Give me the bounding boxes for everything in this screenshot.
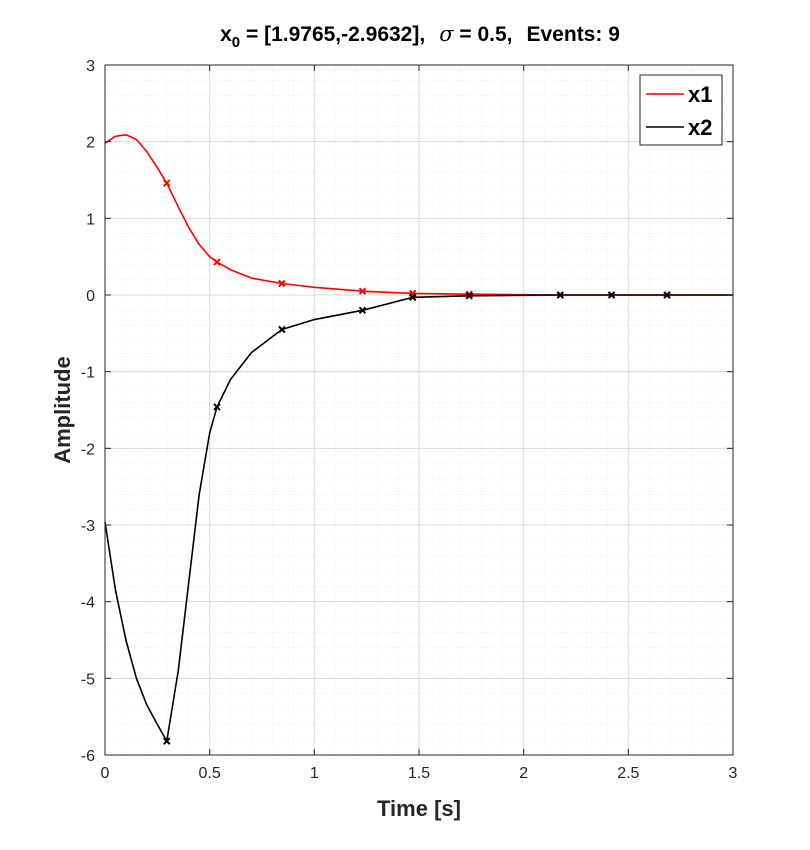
event-marker-x1 bbox=[213, 258, 221, 266]
event-marker-x2 bbox=[465, 292, 473, 300]
title-sigma-symbol: σ bbox=[439, 22, 454, 46]
event-marker-x2 bbox=[163, 737, 171, 745]
title-events: Events: 9 bbox=[527, 23, 620, 46]
x-tick-label: 3 bbox=[729, 765, 738, 782]
event-marker-x2 bbox=[556, 291, 565, 299]
event-marker-x2 bbox=[663, 291, 671, 299]
y-tick-label: -4 bbox=[81, 595, 95, 612]
event-marker-x1 bbox=[163, 179, 171, 187]
legend-box bbox=[639, 74, 723, 146]
y-tick-label: -1 bbox=[81, 365, 95, 382]
x-tick-label: 2.5 bbox=[617, 765, 639, 782]
y-axis: -6 -5 -4 -3 -2 -1 0 1 2 3 bbox=[81, 58, 733, 765]
y-tick-label: 1 bbox=[86, 211, 95, 228]
event-marker-x2 bbox=[358, 306, 367, 315]
title-sigma-value: = 0.5, bbox=[454, 23, 513, 46]
title-vector: = [1.9765,-2.9632], bbox=[240, 23, 425, 46]
y-axis-label: Amplitude bbox=[50, 356, 75, 464]
y-tick-label: 0 bbox=[86, 288, 95, 305]
y-tick-label: -6 bbox=[81, 748, 95, 765]
y-tick-label: -3 bbox=[81, 518, 95, 535]
legend: x1 x2 bbox=[639, 74, 723, 146]
y-tick-label: 3 bbox=[86, 58, 95, 75]
x-axis: 0 0.5 1 1.5 2 2.5 3 bbox=[101, 65, 738, 782]
legend-label-x1: x1 bbox=[688, 82, 712, 107]
chart-title: x0 = [1.9765,-2.9632], σ = 0.5, Events: 9 bbox=[220, 22, 620, 51]
title-subscript: 0 bbox=[232, 34, 240, 51]
y-tick-label: -2 bbox=[81, 441, 95, 458]
x-tick-label: 2 bbox=[519, 765, 528, 782]
event-marker-x1 bbox=[358, 287, 367, 295]
event-marker-x2 bbox=[213, 403, 221, 411]
y-tick-label: 2 bbox=[86, 135, 95, 152]
event-marker-x1 bbox=[278, 279, 286, 288]
x-axis-label: Time [s] bbox=[377, 796, 461, 821]
x-tick-label: 1 bbox=[310, 765, 319, 782]
legend-label-x2: x2 bbox=[688, 115, 712, 140]
event-marker-x2 bbox=[278, 325, 286, 334]
event-marker-x2 bbox=[409, 293, 417, 302]
x-tick-label: 0 bbox=[101, 765, 110, 782]
x-tick-label: 0.5 bbox=[199, 765, 221, 782]
x-tick-label: 1.5 bbox=[408, 765, 430, 782]
event-marker-x2 bbox=[607, 291, 616, 299]
title-prefix: x bbox=[220, 23, 232, 46]
event-marker-x1 bbox=[465, 290, 473, 298]
y-tick-label: -5 bbox=[81, 671, 95, 688]
series-layer bbox=[104, 133, 733, 745]
